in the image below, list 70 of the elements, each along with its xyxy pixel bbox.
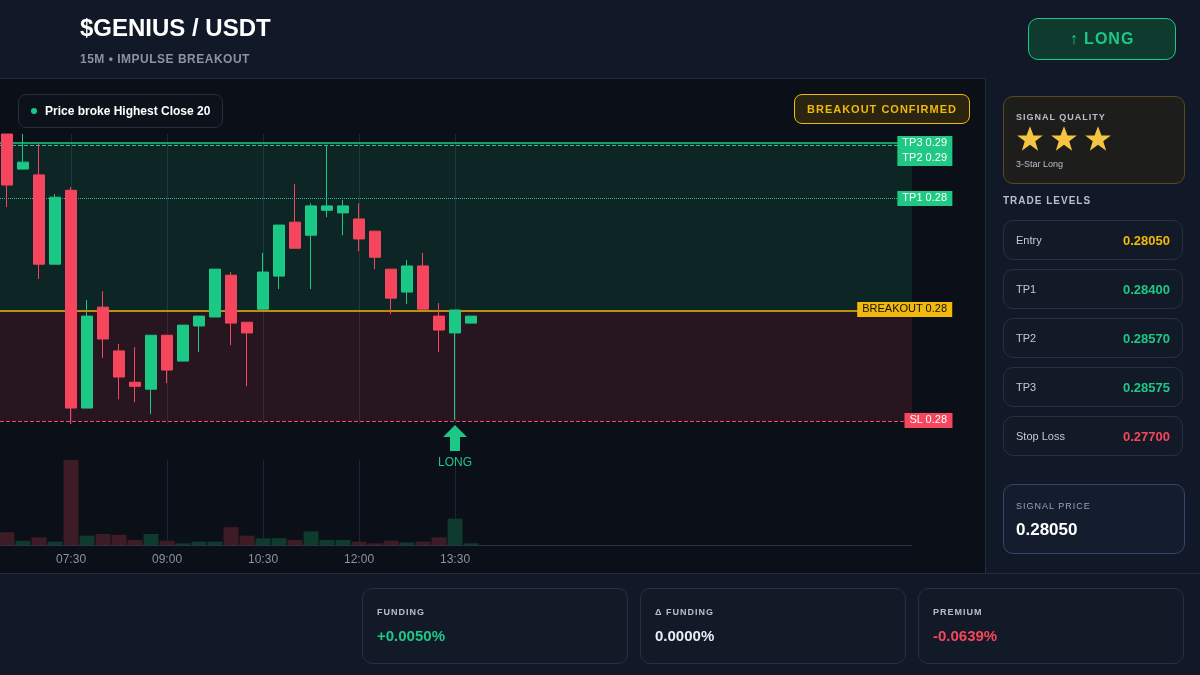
- candlestick: [113, 343, 125, 400]
- ref-line-label: BREAKOUT 0.28: [857, 302, 952, 318]
- text: ↑ LONG: [1028, 18, 1176, 60]
- bar: [159, 540, 175, 545]
- candlestick: [465, 315, 477, 324]
- candlestick: [433, 302, 445, 353]
- x-tick-label: 10:30: [248, 552, 279, 566]
- legend-label: TP2 0.29: [897, 150, 952, 166]
- candlestick: [81, 299, 93, 409]
- candlestick: [177, 324, 189, 362]
- x-tick-label: 12:00: [344, 552, 375, 566]
- text: -0.0639%: [933, 627, 998, 644]
- text: +0.0050%: [377, 627, 445, 644]
- text: PREMIUM: [933, 607, 983, 617]
- x-tick-label: 07:30: [56, 552, 87, 566]
- ref-line-label: TP3 0.29: [897, 135, 952, 151]
- text: 0.28570: [1123, 330, 1170, 346]
- candlestick: [97, 290, 109, 359]
- text: TP1: [1016, 283, 1037, 295]
- bar: [143, 533, 159, 545]
- text: Stop Loss: [1016, 430, 1065, 442]
- text: Δ FUNDING: [655, 607, 714, 617]
- candlestick: [161, 334, 173, 384]
- text: Entry: [1016, 234, 1042, 246]
- text: FUNDING: [377, 607, 425, 617]
- bar: [63, 460, 79, 545]
- text: Price broke Highest Close 20: [18, 94, 224, 128]
- candlestick: [273, 224, 285, 290]
- candlestick: [241, 321, 253, 387]
- text: 3-Star Long: [1016, 159, 1064, 169]
- candlestick: [145, 334, 157, 415]
- candlestick: [385, 268, 397, 315]
- x-tick-label: 09:00: [152, 552, 183, 566]
- text: 0.28400: [1123, 281, 1170, 297]
- text: 0.27700: [1123, 428, 1170, 444]
- bar: [0, 532, 15, 545]
- candlestick: [209, 268, 221, 318]
- candlestick: [33, 142, 45, 280]
- candlestick: [353, 202, 365, 252]
- ref-line-label: SL 0.28: [904, 413, 952, 429]
- chart-title: $GENIUS / USDT: [80, 14, 271, 42]
- bar: [287, 539, 303, 545]
- candlestick: [289, 183, 301, 249]
- candlestick: [1, 133, 13, 208]
- text: TP3: [1016, 381, 1037, 393]
- text: 0.28050: [1016, 520, 1078, 540]
- text: TRADE LEVELS: [1003, 195, 1092, 206]
- bar: [15, 540, 31, 545]
- candlestick: [417, 252, 429, 310]
- candlestick: [257, 252, 269, 310]
- x-tick-label: 13:30: [440, 552, 471, 566]
- text: BREAKOUT CONFIRMED: [794, 94, 970, 124]
- bar: [79, 535, 95, 545]
- candlestick: [401, 259, 413, 305]
- text: SIGNAL QUALITY: [1016, 112, 1106, 122]
- candlestick: [305, 202, 317, 290]
- candlestick: [193, 315, 205, 353]
- annotation: LONG: [437, 455, 472, 469]
- text: SIGNAL PRICE: [1016, 501, 1091, 511]
- candlestick: [129, 346, 141, 403]
- text: 0.28050: [1123, 232, 1170, 248]
- candlestick: [225, 271, 237, 346]
- ref-line-label: TP1 0.28: [897, 190, 952, 206]
- chart-subtitle: 15M • IMPULSE BREAKOUT: [80, 52, 250, 66]
- candlestick: [369, 230, 381, 270]
- text: TP2: [1016, 332, 1037, 344]
- bar: [399, 542, 415, 545]
- text: 0.0000%: [655, 627, 715, 644]
- text: 0.28575: [1123, 379, 1170, 395]
- bar: [31, 537, 47, 545]
